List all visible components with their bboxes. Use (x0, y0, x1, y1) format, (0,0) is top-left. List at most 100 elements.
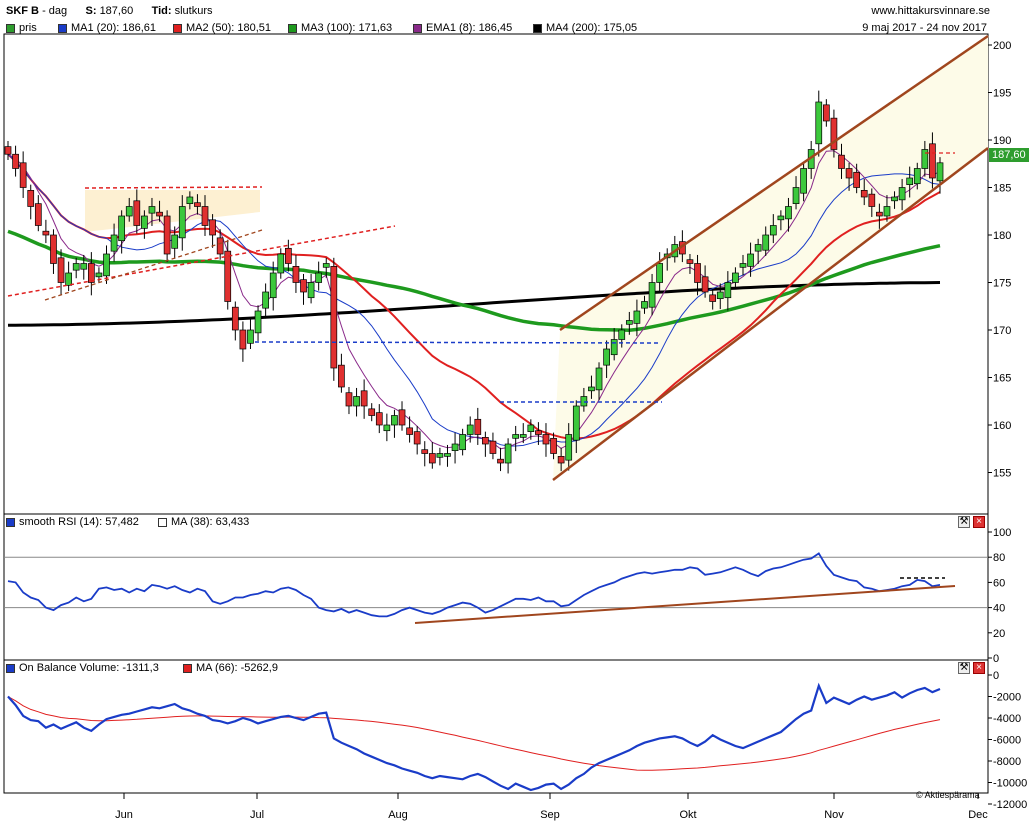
obv-y-tick-label: -12000 (993, 799, 1027, 811)
candle-body (868, 193, 876, 207)
candle-body (87, 263, 95, 283)
candle-body (777, 215, 785, 221)
candle-body (724, 282, 732, 299)
price-y-tick-label: 155 (993, 468, 1011, 480)
candle-body (262, 291, 269, 309)
candle-body (398, 409, 406, 426)
candle-body (4, 146, 12, 155)
candle-body (65, 272, 72, 286)
candle-body (512, 434, 520, 439)
candle-body (557, 456, 565, 464)
obv-close-icon[interactable]: × (973, 662, 985, 674)
channel-upper-line (559, 34, 989, 332)
tid-value: slutkurs (174, 5, 213, 17)
legend-price-item-0: pris (6, 22, 37, 34)
candle-body (497, 458, 504, 464)
candle-body (732, 272, 739, 283)
legend-swatch (183, 663, 192, 673)
price-y-tick-label: 185 (993, 183, 1011, 195)
candle-body (913, 168, 921, 185)
resistance-dashed-line (84, 186, 263, 189)
candle-body (413, 431, 421, 445)
candle-body (686, 259, 694, 264)
candle-body (186, 196, 194, 205)
rsi-y-tick-label: 20 (993, 628, 1005, 640)
candle-body (277, 253, 285, 274)
candle-body (292, 266, 300, 283)
support-dashed-blue-1 (254, 341, 661, 344)
last-price-badge: 187,60 (989, 148, 1029, 162)
candle-body (527, 424, 535, 433)
obv-settings-icon[interactable]: ⚒ (958, 662, 970, 674)
obv-panel-frame (3, 659, 989, 794)
candle-body (754, 244, 762, 252)
trend-channel-fill (553, 35, 988, 480)
legend-price-item-1: MA1 (20): 186,61 (58, 22, 156, 34)
candle-body (368, 408, 376, 416)
candle-body (125, 206, 133, 217)
candle-body (80, 263, 88, 270)
candle-body (338, 364, 345, 388)
price-y-tick-label: 195 (993, 88, 1011, 100)
x-tick-label: Dec (968, 809, 988, 821)
candle-body (27, 190, 35, 207)
candle-body (489, 440, 497, 454)
candle-body (762, 234, 770, 251)
candle-body (739, 263, 747, 268)
candle-body (163, 215, 171, 255)
candle-body (474, 418, 482, 435)
candle-body (648, 282, 656, 308)
legend-swatch (58, 23, 67, 33)
ma2-50-line (7, 153, 941, 440)
legend-label: MA3 (100): 171,63 (301, 22, 393, 34)
candle-body (603, 348, 610, 366)
candle-body (406, 427, 413, 435)
ma3-100-line (7, 229, 941, 332)
candle-body (34, 203, 42, 226)
candle-body (800, 168, 807, 194)
candle-body (300, 279, 307, 293)
rsi-close-icon[interactable]: × (973, 516, 985, 528)
price-y-tick-label: 190 (993, 135, 1011, 147)
rsi-y-tick-label: 100 (993, 527, 1011, 539)
candle-body (383, 424, 391, 432)
candle-body (891, 196, 898, 202)
legend-label: MA (66): -5262,9 (196, 662, 278, 674)
period-label: dag (48, 5, 68, 17)
candle-body (838, 154, 845, 169)
obv-y-tick-label: -2000 (993, 692, 1021, 704)
candle-body (519, 434, 527, 438)
candle-body (876, 211, 883, 217)
candle-body (148, 206, 156, 214)
legend-price-item-4: EMA1 (8): 186,45 (413, 22, 512, 34)
candle-body (118, 215, 126, 242)
candle-body (360, 390, 368, 407)
chart-title-bar: SKF B - dag S: 187,60 Tid: slutkurs (6, 5, 213, 17)
channel-lower-line (552, 147, 989, 481)
candle-body (572, 405, 580, 441)
candle-body (466, 424, 474, 435)
legend-swatch (413, 23, 422, 33)
price-y-tick-label: 200 (993, 40, 1011, 52)
legend-price-item-3: MA3 (100): 171,63 (288, 22, 392, 34)
price-y-tick-label: 180 (993, 230, 1011, 242)
x-tick-label: Jun (115, 809, 133, 821)
price-y-tick-label: 175 (993, 278, 1011, 290)
legend-swatch (6, 23, 15, 33)
legend-label: On Balance Volume: -1311,3 (19, 662, 159, 674)
candle-body (618, 329, 626, 340)
candle-body (830, 117, 838, 150)
legend-label: EMA1 (8): 186,45 (426, 22, 513, 34)
rsi-trend-line (414, 585, 956, 624)
candle-body (641, 301, 648, 309)
rsi-settings-icon[interactable]: ⚒ (958, 516, 970, 528)
tid-label: Tid: (151, 5, 172, 17)
legend-rsi-item-1: MA (38): 63,433 (158, 516, 249, 528)
candle-body (178, 206, 186, 239)
candle-body (853, 171, 861, 188)
candle-body (792, 187, 800, 204)
candle-body (822, 104, 830, 122)
x-tick-label: Okt (679, 809, 696, 821)
site-link[interactable]: www.hittakursvinnare.se (871, 5, 990, 17)
legend-swatch (173, 23, 182, 33)
